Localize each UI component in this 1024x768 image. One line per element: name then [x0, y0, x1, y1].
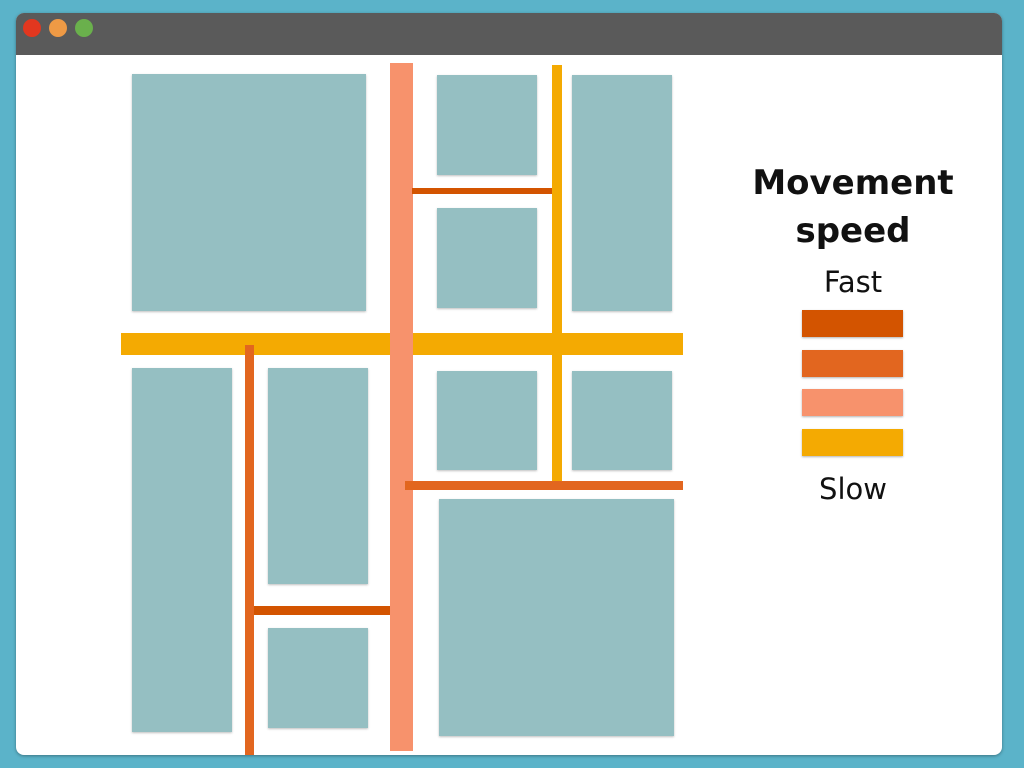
road-medium-slow-vertical [390, 63, 413, 751]
close-button[interactable] [23, 19, 41, 37]
city-block [268, 368, 368, 584]
city-block [572, 75, 672, 311]
title-bar [16, 13, 1002, 55]
legend-swatch-medium-slow [802, 389, 903, 416]
city-block [572, 371, 672, 470]
legend-title-line2: speed [795, 211, 911, 251]
road-medium-fast-horizontal [405, 481, 683, 490]
road-slow-vertical [552, 65, 562, 482]
city-block [437, 208, 537, 308]
road-medium-fast-vertical [245, 345, 254, 755]
city-block [268, 628, 368, 728]
city-block [437, 75, 537, 175]
legend-swatch-medium-fast [802, 350, 903, 377]
legend-title: Movement speed [738, 159, 968, 255]
legend-swatch-fast [802, 310, 903, 337]
app-window: Movement speed Fast Slow [16, 13, 1002, 755]
city-block [132, 368, 232, 732]
city-block [132, 74, 366, 311]
road-fast-connector [412, 188, 552, 194]
legend-title-line1: Movement [752, 163, 954, 203]
legend-swatch-slow [802, 429, 903, 456]
city-block [437, 371, 537, 470]
legend-slow-label: Slow [819, 472, 887, 506]
minimize-button[interactable] [49, 19, 67, 37]
legend-fast-label: Fast [823, 265, 883, 299]
city-block [439, 499, 674, 736]
maximize-button[interactable] [75, 19, 93, 37]
road-fast-connector [254, 606, 390, 615]
map-canvas: Movement speed Fast Slow [16, 55, 1002, 755]
